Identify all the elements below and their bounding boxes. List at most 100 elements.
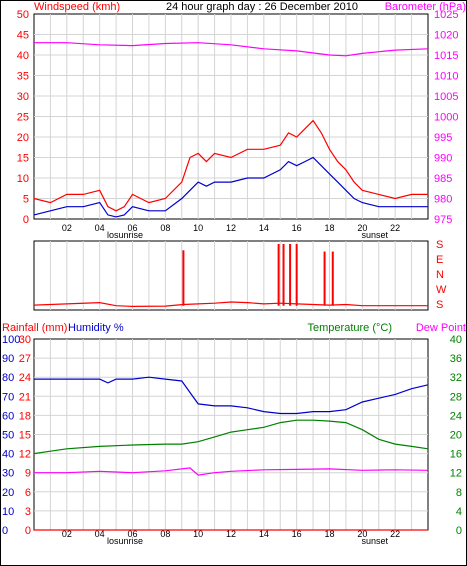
sunset-label: sunset [361, 230, 388, 240]
x-tick-label: 04 [95, 529, 105, 539]
humidity-tick-label: 0 [2, 525, 8, 537]
humidity-tick-label: 10 [2, 506, 14, 518]
sunset-label-bottom: sunset [361, 536, 388, 546]
windspeed-tick-label: 0 [23, 214, 29, 226]
temperature-tick-label: 40 [450, 334, 462, 346]
barometer-tick-label: 990 [434, 153, 452, 165]
x-tick-label: 02 [62, 223, 72, 233]
barometer-tick-label: 1000 [434, 112, 458, 124]
direction-tick-label: S [436, 239, 443, 251]
x-tick-label: 18 [324, 223, 334, 233]
humidity-line [34, 376, 429, 415]
x-tick-label: 04 [95, 223, 105, 233]
rainfall-tick-label: 0 [25, 525, 31, 537]
x-tick-label: 14 [259, 223, 269, 233]
humidity-tick-label: 30 [2, 468, 14, 480]
sunrise-label-bottom: losunrise [107, 536, 143, 546]
windspeed-tick-label: 10 [17, 173, 29, 185]
x-tick-label: 20 [357, 223, 367, 233]
windspeed-tick-label: 45 [17, 30, 29, 42]
windspeed-tick-label: 15 [17, 153, 29, 165]
x-tick-label: 12 [226, 223, 236, 233]
temperature-axis-label: Temperature (°C) [308, 322, 392, 334]
direction-tick-label: N [436, 269, 444, 281]
x-tick-label: 10 [193, 223, 203, 233]
temperature-tick-label: 20 [450, 430, 462, 442]
humidity-tick-label: 40 [2, 449, 14, 461]
barometer-tick-label: 995 [434, 132, 452, 144]
humidity-tick-label: 20 [2, 487, 14, 499]
temperature-tick-label: 12 [450, 468, 462, 480]
humidity-tick-label: 70 [2, 391, 14, 403]
direction-tick-label: E [436, 254, 443, 266]
windspeed-axis-label: Windspeed (kmh) [34, 1, 120, 13]
humidity-tick-label: 80 [2, 372, 14, 384]
temperature-tick-label: 28 [450, 391, 462, 403]
rainfall-tick-label: 3 [25, 506, 31, 518]
x-tick-label: 06 [127, 529, 137, 539]
humidity-tick-label: 60 [2, 410, 14, 422]
wind-direction-line [33, 301, 428, 308]
sunrise-label: losunrise [107, 230, 143, 240]
rainfall-tick-label: 6 [25, 487, 31, 499]
humidity-tick-label: 100 [2, 334, 20, 346]
temperature-tick-label: 0 [456, 525, 462, 537]
x-tick-label: 22 [390, 529, 400, 539]
x-tick-label: 02 [62, 529, 72, 539]
temperature-tick-label: 24 [450, 410, 462, 422]
barometer-tick-label: 1005 [434, 91, 458, 103]
chart-title: 24 hour graph day : 26 December 2010 [166, 1, 358, 13]
temperature-tick-label: 8 [456, 487, 462, 499]
humidity-temperature-panel: 0102030405060708090100036912151821242730… [2, 322, 466, 546]
x-tick-label: 18 [324, 529, 334, 539]
temperature-tick-label: 16 [450, 449, 462, 461]
rainfall-tick-label: 18 [19, 410, 31, 422]
windspeed-tick-label: 35 [17, 71, 29, 83]
direction-tick-label: S [436, 299, 443, 311]
windspeed-gust-line [33, 119, 428, 212]
rainfall-tick-label: 27 [19, 353, 31, 365]
windspeed-tick-label: 25 [17, 112, 29, 124]
x-tick-label: 12 [226, 529, 236, 539]
dewpoint-line [34, 467, 429, 476]
rainfall-tick-label: 12 [19, 449, 31, 461]
x-tick-label: 08 [160, 223, 170, 233]
humidity-tick-label: 90 [2, 353, 14, 365]
x-tick-label: 16 [292, 529, 302, 539]
temperature-tick-label: 32 [450, 372, 462, 384]
windspeed-tick-label: 40 [17, 50, 29, 62]
dewpoint-axis-label: Dew Point [416, 322, 466, 334]
barometer-tick-label: 980 [434, 194, 452, 206]
rainfall-tick-label: 15 [19, 430, 31, 442]
temperature-line [33, 419, 429, 455]
x-tick-label: 08 [160, 529, 170, 539]
x-tick-label: 10 [193, 529, 203, 539]
rainfall-tick-label: 9 [25, 468, 31, 480]
barometer-tick-label: 1020 [434, 30, 458, 42]
barometer-tick-label: 985 [434, 173, 452, 185]
humidity-tick-label: 50 [2, 430, 14, 442]
windspeed-tick-label: 30 [17, 91, 29, 103]
rainfall-tick-label: 24 [19, 372, 31, 384]
humidity-axis-label: Humidity % [68, 322, 124, 334]
barometer-axis-label: Barometer (hPa) [385, 1, 466, 13]
direction-tick-label: W [436, 284, 447, 296]
rainfall-axis-label: Rainfall (mm) [2, 322, 67, 334]
rainfall-tick-label: 30 [19, 334, 31, 346]
windspeed-tick-label: 50 [17, 9, 29, 21]
temperature-tick-label: 4 [456, 506, 462, 518]
barometer-tick-label: 975 [434, 214, 452, 226]
barometer-tick-label: 1015 [434, 50, 458, 62]
x-tick-label: 22 [390, 223, 400, 233]
barometer-tick-label: 1010 [434, 71, 458, 83]
x-tick-label: 20 [357, 529, 367, 539]
barometer-tick-label: 1025 [434, 9, 458, 21]
windspeed-tick-label: 5 [23, 194, 29, 206]
temperature-tick-label: 36 [450, 353, 462, 365]
x-tick-label: 14 [259, 529, 269, 539]
x-tick-label: 16 [292, 223, 302, 233]
windspeed-tick-label: 20 [17, 132, 29, 144]
